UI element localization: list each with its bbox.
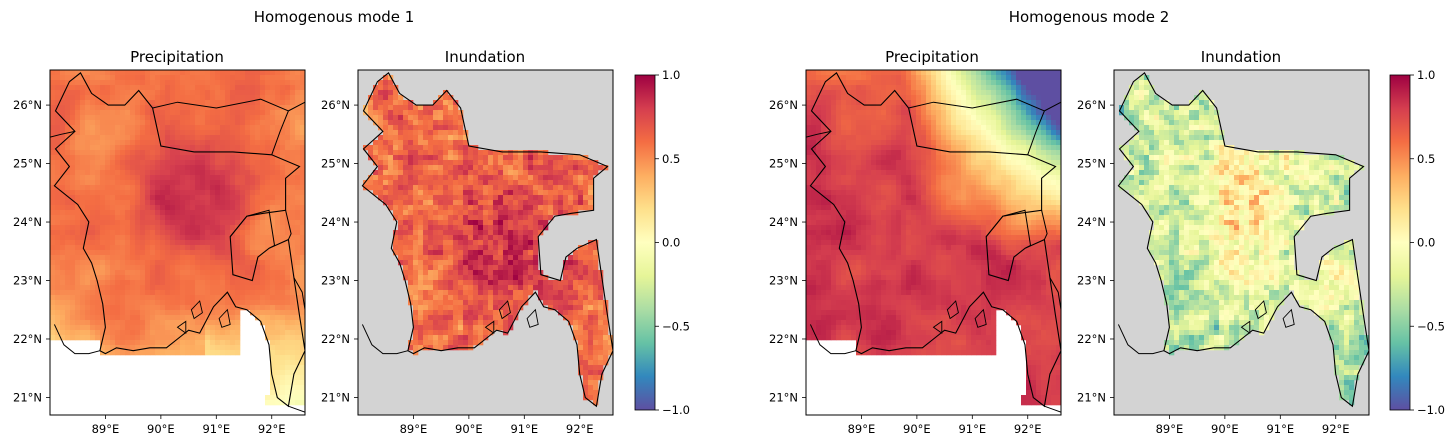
lon-tick-label: 92°E	[1014, 422, 1042, 436]
lat-tick-label: 22°N	[1077, 332, 1106, 346]
lat-tick-label: 23°N	[1077, 274, 1106, 288]
colorbar-tick-label: 0.5	[662, 152, 680, 166]
lat-tick-label: 21°N	[321, 390, 350, 404]
colorbar-tick-label: −1.0	[1417, 403, 1445, 417]
lon-tick-label: 89°E	[400, 422, 428, 436]
colorbar-mode-2: 1.0 0.5 0.0 −0.5 −1.0	[1389, 68, 1445, 417]
lat-tick-label: 21°N	[13, 390, 42, 404]
lon-tick-label: 90°E	[1211, 422, 1239, 436]
map-panel-m2-precipitation: 89°E 90°E 91°E 92°E 26°N 25°N 24°N 23°N 22°N 21°N	[769, 69, 1062, 436]
lat-tick-label: 25°N	[321, 157, 350, 171]
group-title-mode-2: Homogenous mode 2	[1009, 8, 1170, 26]
lat-tick-label: 24°N	[769, 215, 798, 229]
lat-tick-label: 22°N	[769, 332, 798, 346]
lat-tick-label: 24°N	[1077, 215, 1106, 229]
lon-tick-label: 89°E	[92, 422, 120, 436]
colorbar-tick-label: −1.0	[662, 403, 690, 417]
lat-tick-label: 24°N	[321, 215, 350, 229]
lat-tick-label: 21°N	[1077, 390, 1106, 404]
panel-title-m2-precip: Precipitation	[885, 48, 979, 66]
lat-tick-label: 24°N	[13, 215, 42, 229]
lon-tick-label: 90°E	[147, 422, 175, 436]
lat-tick-label: 26°N	[1077, 98, 1106, 112]
lat-tick-label: 25°N	[769, 157, 798, 171]
panel-title-m1-inund: Inundation	[445, 48, 525, 66]
colorbar-tick-label: 0.0	[662, 236, 680, 250]
lon-tick-label: 90°E	[903, 422, 931, 436]
colorbar-tick-label: −0.5	[662, 319, 690, 333]
group-title-mode-1: Homogenous mode 1	[254, 8, 415, 26]
lon-tick-label: 89°E	[848, 422, 876, 436]
lat-tick-label: 23°N	[13, 274, 42, 288]
map-panel-m1-inundation: 89°E 90°E 91°E 92°E 26°N 25°N 24°N 23°N 22°N 21°N	[321, 69, 614, 436]
panel-title-m1-precip: Precipitation	[130, 48, 224, 66]
panel-title-m2-inund: Inundation	[1201, 48, 1281, 66]
lon-tick-label: 91°E	[510, 422, 538, 436]
lon-tick-label: 91°E	[1266, 422, 1294, 436]
colorbar-tick-label: 1.0	[662, 68, 680, 82]
lat-tick-label: 25°N	[13, 157, 42, 171]
lat-tick-label: 23°N	[321, 274, 350, 288]
lat-tick-label: 26°N	[769, 98, 798, 112]
lon-tick-label: 90°E	[455, 422, 483, 436]
lat-tick-label: 21°N	[769, 390, 798, 404]
lat-tick-label: 22°N	[13, 332, 42, 346]
colorbar-tick-label: −0.5	[1417, 319, 1445, 333]
lat-tick-label: 26°N	[13, 98, 42, 112]
lon-tick-label: 89°E	[1156, 422, 1184, 436]
colorbar-tick-label: 0.0	[1417, 236, 1435, 250]
colorbar-tick-label: 0.5	[1417, 152, 1435, 166]
lat-tick-label: 25°N	[1077, 157, 1106, 171]
lon-tick-label: 91°E	[202, 422, 230, 436]
map-panel-m1-precipitation: 89°E 90°E 91°E 92°E 26°N 25°N 24°N 23°N 22°N 21°N	[13, 69, 306, 436]
colorbar-mode-1: 1.0 0.5 0.0 −0.5 −1.0	[634, 68, 690, 417]
lat-tick-label: 23°N	[769, 274, 798, 288]
lon-tick-label: 92°E	[258, 422, 286, 436]
lon-tick-label: 91°E	[958, 422, 986, 436]
lat-tick-label: 26°N	[321, 98, 350, 112]
colorbar-tick-label: 1.0	[1417, 68, 1435, 82]
lon-tick-label: 92°E	[1322, 422, 1350, 436]
map-panel-m2-inundation: 89°E 90°E 91°E 92°E 26°N 25°N 24°N 23°N 22°N 21°N	[1077, 69, 1370, 436]
lat-tick-label: 22°N	[321, 332, 350, 346]
lon-tick-label: 92°E	[566, 422, 594, 436]
